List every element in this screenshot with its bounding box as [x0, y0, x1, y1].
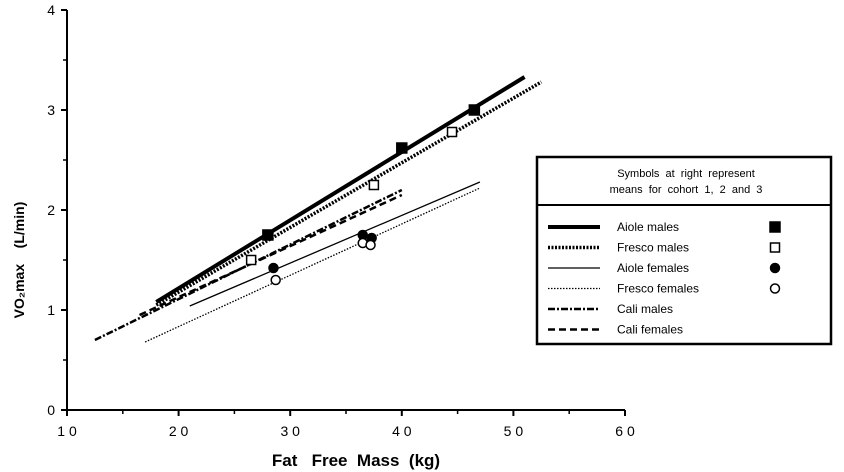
x-tick-label: 4 0: [392, 423, 412, 439]
plot-area: 1 0 2 0 3 0 4 0 5 0 6 0 0 1 2 3 4: [47, 2, 635, 439]
legend-label-aiole-females: Aiole females: [617, 261, 689, 275]
legend-entries: Aiole males Fresco males Aiole females Fres…: [548, 220, 781, 337]
legend-header-line-1: Symbols at right represent: [617, 168, 755, 180]
series-line-fresco-females: [144, 187, 481, 343]
legend-marker-fresco-males: [769, 242, 781, 253]
y-tick-label: 2: [47, 202, 55, 218]
mean-marker-fresco-males: [368, 179, 380, 191]
legend-box: [535, 155, 833, 346]
legend-label-fresco-males: Fresco males: [617, 241, 689, 255]
series-line-aiole-males: [155, 75, 526, 304]
mean-marker-fresco-males: [446, 126, 458, 138]
legend-label-cali-females: Cali females: [617, 323, 683, 337]
y-tick-label: 1: [47, 302, 55, 318]
mean-markers: [245, 104, 481, 286]
y-axis-title: VO₂max (L/min): [11, 202, 27, 319]
legend: Symbols at right represent means for coh…: [535, 155, 833, 346]
legend-header-line-2: means for cohort 1, 2 and 3: [610, 184, 763, 196]
mean-marker-aiole-males: [468, 104, 481, 116]
legend-label-fresco-females: Fresco females: [617, 282, 699, 296]
series-lines: [94, 75, 543, 343]
legend-marker-aiole-females: [769, 262, 781, 274]
x-tick-label: 3 0: [280, 423, 300, 439]
legend-label-aiole-males: Aiole males: [617, 220, 679, 234]
legend-marker-aiole-males: [769, 221, 781, 233]
mean-marker-aiole-males: [262, 229, 274, 241]
mean-marker-aiole-females: [268, 262, 279, 274]
x-tick-label: 1 0: [57, 423, 77, 439]
x-axis-title: Fat Free Mass (kg): [272, 451, 440, 470]
mean-marker-fresco-males: [245, 254, 257, 266]
legend-marker-fresco-females: [769, 283, 781, 294]
series-line-cali-females: [139, 193, 403, 317]
y-tick-label: 0: [47, 402, 55, 418]
mean-marker-fresco-females: [270, 274, 281, 286]
axis-ticks: 1 0 2 0 3 0 4 0 5 0 6 0 0 1 2 3 4: [47, 2, 635, 439]
legend-label-cali-males: Cali males: [617, 302, 673, 316]
x-tick-label: 2 0: [169, 423, 189, 439]
mean-marker-aiole-males: [396, 142, 408, 154]
series-line-aiole-females: [189, 181, 481, 307]
series-line-fresco-males: [155, 80, 543, 307]
x-tick-label: 6 0: [615, 423, 635, 439]
mean-marker-fresco-females: [365, 239, 376, 251]
y-tick-label: 3: [47, 102, 55, 118]
y-tick-label: 4: [47, 2, 55, 18]
x-tick-label: 5 0: [504, 423, 524, 439]
